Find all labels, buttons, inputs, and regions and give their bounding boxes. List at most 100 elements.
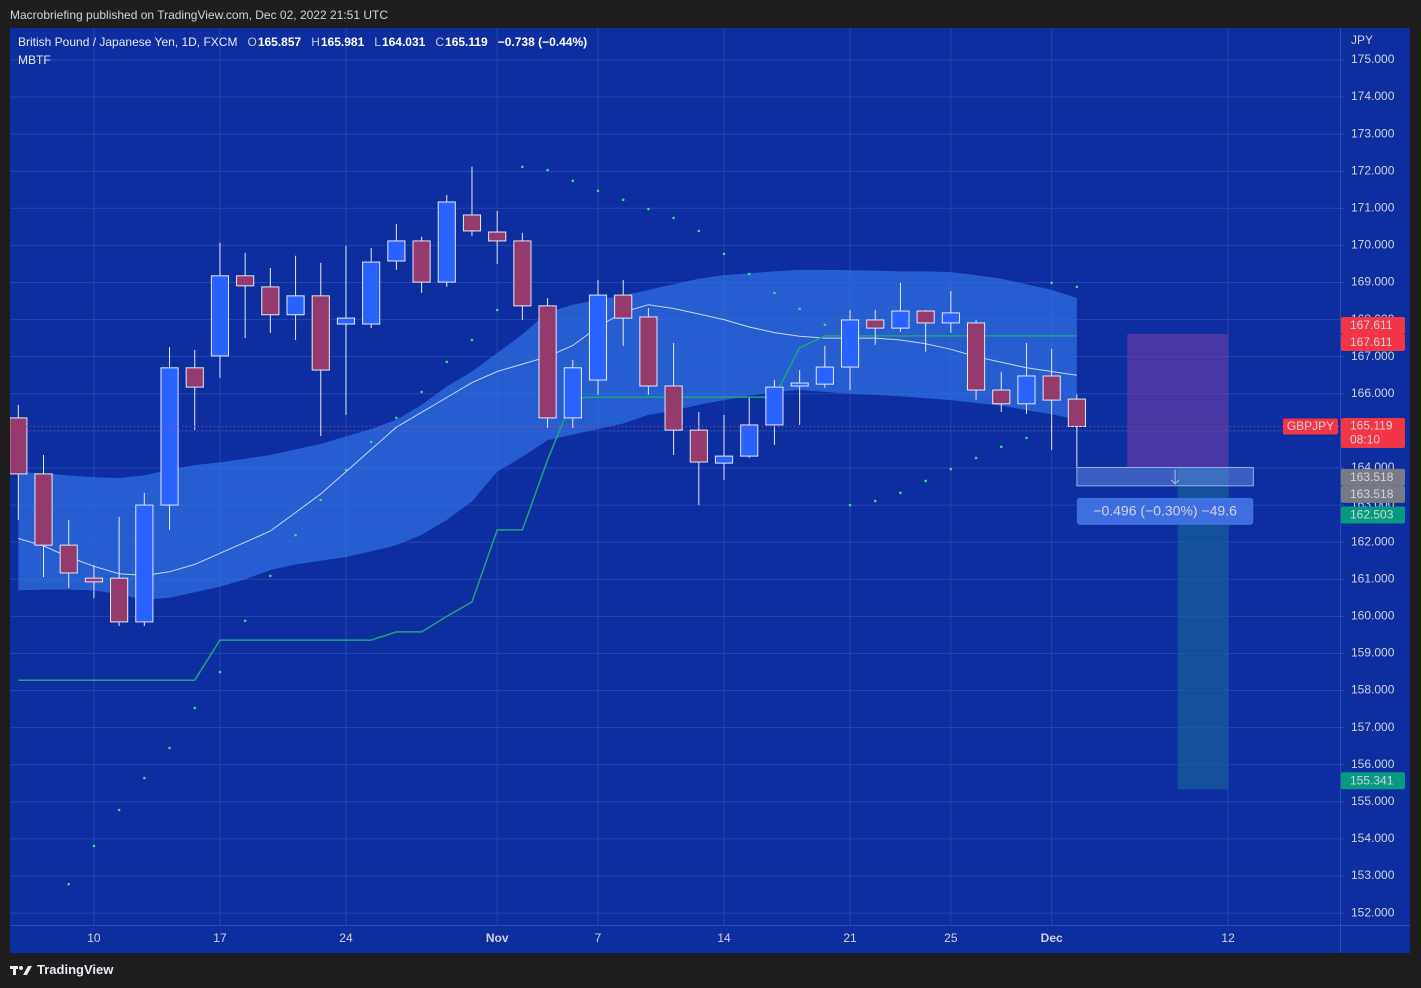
sar-dot: [596, 189, 600, 193]
candle-body: [689, 429, 708, 463]
sar-dot: [621, 198, 625, 202]
price-label-box: [1341, 468, 1405, 486]
candle-body: [84, 577, 103, 583]
sar-dot: [470, 338, 474, 342]
sar-dot: [395, 416, 398, 420]
candle-body: [311, 295, 330, 371]
sar-dot: [773, 291, 776, 295]
candle-body: [59, 544, 78, 574]
last-price-box: [1341, 417, 1405, 448]
symbol-title: British Pound / Japanese Yen, 1D, FXCM: [18, 35, 238, 49]
sar-dot: [647, 207, 650, 211]
y-tick-label: 160.000: [1351, 609, 1395, 623]
candle-body: [740, 424, 759, 457]
candle-body: [891, 310, 910, 329]
x-tick-label: 17: [213, 931, 227, 945]
x-tick-label: 12: [1221, 931, 1235, 945]
candle-body: [412, 240, 431, 283]
price-label: 167.611: [1350, 335, 1393, 349]
sar-dot: [924, 479, 927, 483]
price-label: 155.341: [1350, 773, 1394, 787]
sar-dot: [722, 252, 726, 256]
y-tick-label: 152.000: [1351, 905, 1395, 919]
y-tick-label: 173.000: [1351, 126, 1395, 140]
attribution: Macrobriefing published on TradingView.c…: [10, 8, 388, 22]
y-tick-label: 171.000: [1351, 200, 1395, 214]
price-label-box: [1341, 506, 1405, 524]
candle-body: [966, 322, 986, 391]
y-tick-label: 156.000: [1351, 757, 1395, 771]
sar-dot: [243, 619, 247, 623]
x-tick-label: 7: [595, 931, 602, 945]
range-label-box: [1076, 497, 1254, 525]
sar-dot: [1025, 436, 1028, 440]
y-tick-label: 161.000: [1351, 571, 1395, 585]
legend-key: H: [311, 35, 320, 49]
candle-body: [840, 319, 860, 368]
footer-brand: TradingView: [37, 962, 114, 977]
y-tick-label: 159.000: [1351, 646, 1395, 660]
sar-dot: [319, 498, 323, 502]
price-label-box: [1341, 317, 1405, 335]
price-label: 167.611: [1350, 318, 1393, 332]
sar-dot: [420, 390, 423, 394]
sar-dot: [344, 468, 348, 472]
last-price-label: 165.119: [1350, 419, 1393, 433]
symbol-tag-box: [1283, 418, 1338, 435]
y-tick-label: 169.000: [1351, 275, 1395, 289]
candle-body: [992, 389, 1011, 405]
price-label: 162.503: [1350, 508, 1394, 522]
candle-body: [714, 455, 734, 464]
candle-body: [362, 261, 381, 325]
x-tick-label: 14: [717, 931, 731, 945]
sar-dot: [974, 456, 978, 460]
sar-dot: [672, 216, 675, 220]
y-tick-label: 174.000: [1351, 89, 1395, 103]
x-tick-label: Dec: [1041, 931, 1063, 945]
sar-dot: [747, 272, 751, 276]
sar-dot: [117, 808, 121, 812]
y-tick-label: 172.000: [1351, 163, 1395, 177]
candle-body: [765, 386, 784, 426]
sar-dot: [697, 229, 701, 233]
sar-dot: [949, 467, 953, 471]
legend: British Pound / Japanese Yen, 1D, FXCM O…: [18, 35, 587, 49]
price-label: 163.518: [1350, 470, 1394, 484]
candle-body: [488, 231, 507, 242]
candle-body: [1017, 375, 1036, 405]
x-tick-label: 10: [87, 931, 101, 945]
sar-dot: [546, 168, 549, 172]
sar-dot: [495, 308, 499, 312]
candle-body: [538, 305, 557, 419]
sar-dot: [193, 706, 197, 710]
legend-value: 165.857: [257, 35, 302, 49]
sar-dot: [369, 440, 373, 444]
y-tick-label: 157.000: [1351, 720, 1395, 734]
sar-dot: [999, 445, 1003, 449]
candle-body: [916, 310, 935, 324]
legend-key: O: [247, 35, 257, 49]
range-label: −0.496 (−0.30%) −49.6: [1093, 503, 1237, 519]
x-tick-label: 24: [339, 931, 353, 945]
sar-dot: [571, 179, 575, 183]
y-axis-unit: JPY: [1351, 33, 1373, 47]
y-tick-label: 167.000: [1351, 349, 1395, 363]
candle-body: [236, 275, 255, 287]
legend-change: −0.738 (−0.44%): [497, 35, 588, 49]
price-label: 163.518: [1350, 487, 1394, 501]
candle-body: [639, 316, 658, 387]
candle-body: [815, 366, 834, 385]
sar-dot: [823, 323, 827, 327]
y-tick-label: 154.000: [1351, 831, 1395, 845]
y-tick-label: 158.000: [1351, 683, 1395, 697]
sar-dot: [873, 499, 877, 503]
legend-value: 165.119: [445, 35, 488, 49]
y-tick-label: 153.000: [1351, 868, 1395, 882]
legend-value: 164.031: [381, 35, 426, 49]
candle-body: [462, 214, 482, 232]
candle-body: [336, 317, 356, 325]
candle-body: [790, 382, 809, 387]
sar-dot: [269, 574, 272, 578]
